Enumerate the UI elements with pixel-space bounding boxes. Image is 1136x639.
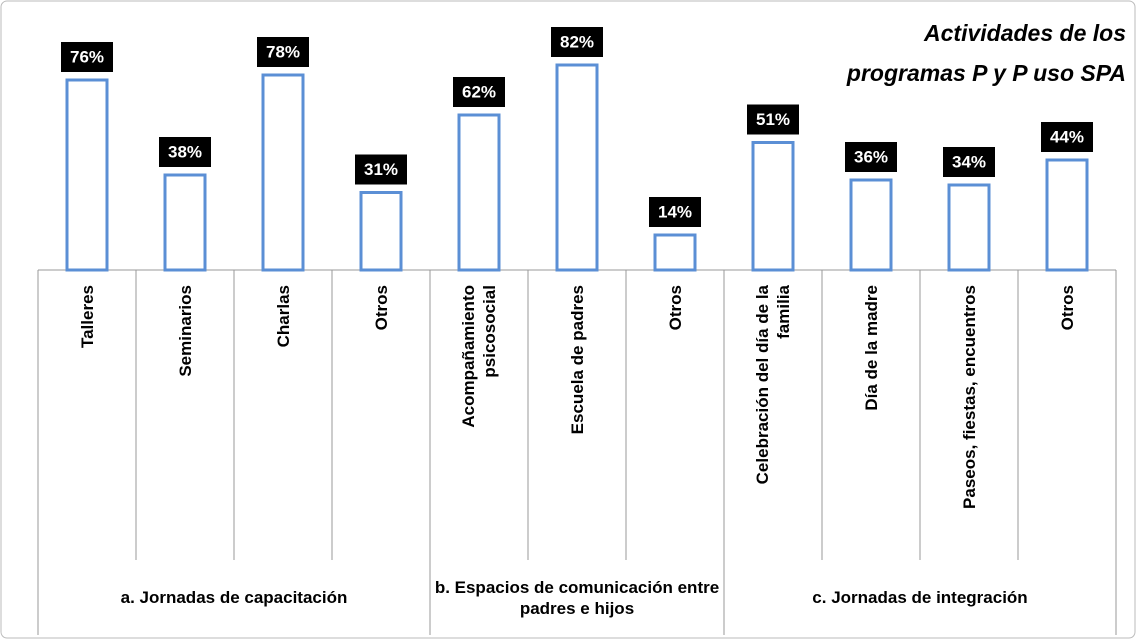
value-label: 78% bbox=[266, 42, 300, 61]
value-label-box bbox=[1041, 122, 1093, 152]
value-label: 62% bbox=[462, 82, 496, 101]
chart-title: programas P y P uso SPA bbox=[846, 60, 1126, 86]
x-tick-label: Otros bbox=[1057, 285, 1077, 331]
x-tick-label: Talleres bbox=[77, 285, 97, 349]
group-label: b. Espacios de comunicación entre padres… bbox=[434, 577, 720, 618]
bar bbox=[653, 233, 697, 272]
value-label: 31% bbox=[364, 160, 398, 179]
value-label: 14% bbox=[658, 202, 692, 221]
value-label-box bbox=[61, 42, 113, 72]
group-label: c. Jornadas de integración bbox=[812, 588, 1028, 607]
group-label: a. Jornadas de capacitación bbox=[120, 588, 348, 607]
bar bbox=[163, 173, 207, 272]
x-tick-label: Día de la madre bbox=[861, 285, 881, 411]
value-label: 36% bbox=[854, 147, 888, 166]
value-label: 34% bbox=[952, 152, 986, 171]
bar bbox=[457, 113, 501, 272]
bar bbox=[751, 141, 795, 272]
bar bbox=[65, 78, 109, 272]
value-label: 44% bbox=[1050, 127, 1084, 146]
bar bbox=[261, 73, 305, 272]
bar bbox=[849, 178, 893, 272]
x-tick-label: Paseos, fiestas, encuentros bbox=[959, 285, 979, 509]
x-tick-label: Acompañamiento psicosocial bbox=[459, 285, 499, 428]
x-tick-label: Seminarios bbox=[175, 285, 195, 377]
x-tick-label: Celebración del día de la familia bbox=[753, 285, 793, 485]
value-label-box bbox=[747, 104, 799, 135]
value-label: 38% bbox=[168, 142, 202, 161]
value-label-box bbox=[551, 27, 603, 57]
value-label-box bbox=[257, 37, 309, 67]
value-label: 76% bbox=[70, 47, 104, 66]
value-label: 51% bbox=[756, 110, 790, 129]
bar bbox=[359, 191, 403, 272]
value-label-box bbox=[943, 147, 995, 177]
chart-title: Actividades de los bbox=[924, 20, 1126, 46]
x-tick-label: Otros bbox=[665, 285, 685, 331]
value-label-box bbox=[649, 197, 701, 227]
x-tick-label: Charlas bbox=[273, 285, 293, 348]
value-label-box bbox=[845, 142, 897, 172]
value-label-box bbox=[355, 154, 407, 185]
bar bbox=[1045, 158, 1089, 272]
bar bbox=[555, 63, 599, 272]
x-tick-label: Otros bbox=[371, 285, 391, 331]
value-label-box bbox=[453, 77, 505, 107]
x-tick-label: Escuela de padres bbox=[567, 285, 587, 435]
bar bbox=[947, 183, 991, 272]
value-label-box bbox=[159, 137, 211, 167]
value-label: 82% bbox=[560, 32, 594, 51]
